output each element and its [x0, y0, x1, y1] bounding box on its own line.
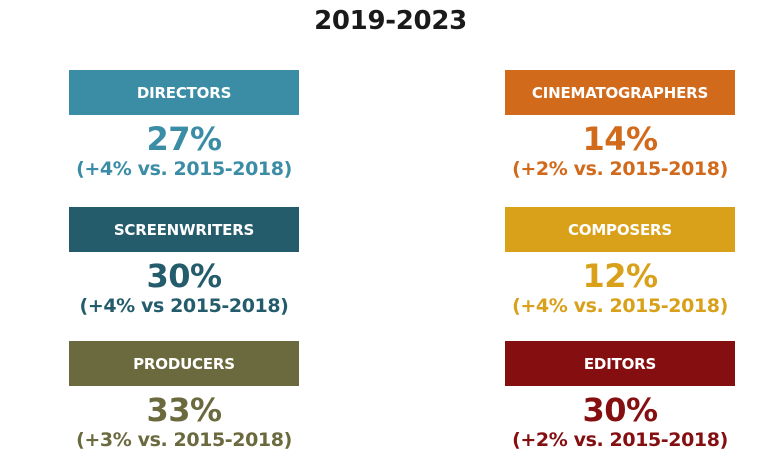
change-value: (+4% vs 2015-2018)	[79, 295, 289, 317]
category-label: EDITORS	[583, 354, 657, 373]
category-label: CINEMATOGRAPHERS	[531, 83, 709, 102]
stat-card-cinematographers: CINEMATOGRAPHERS 14% (+2% vs. 2015-2018)	[505, 70, 735, 181]
category-bar: PRODUCERS	[69, 341, 299, 386]
category-bar: SCREENWRITERS	[69, 207, 299, 252]
category-bar: EDITORS	[505, 341, 735, 386]
change-value: (+3% vs. 2015-2018)	[76, 429, 292, 451]
percent-value: 30%	[146, 257, 222, 295]
percent-value: 14%	[582, 120, 658, 158]
stat-card-screenwriters: SCREENWRITERS 30% (+4% vs 2015-2018)	[69, 207, 299, 318]
category-label: PRODUCERS	[133, 354, 235, 373]
stat-card-editors: EDITORS 30% (+2% vs. 2015-2018)	[505, 341, 735, 452]
stat-card-directors: DIRECTORS 27% (+4% vs. 2015-2018)	[69, 70, 299, 181]
stat-card-composers: COMPOSERS 12% (+4% vs. 2015-2018)	[505, 207, 735, 318]
category-label: COMPOSERS	[567, 220, 673, 239]
percent-value: 30%	[582, 391, 658, 429]
page-title: 2019-2023	[314, 6, 467, 36]
category-label: DIRECTORS	[136, 83, 232, 102]
percent-value: 12%	[582, 257, 658, 295]
percent-value: 33%	[146, 391, 222, 429]
percent-value: 27%	[146, 120, 222, 158]
change-value: (+4% vs. 2015-2018)	[76, 158, 292, 180]
category-bar: DIRECTORS	[69, 70, 299, 115]
category-label: SCREENWRITERS	[113, 220, 255, 239]
category-bar: CINEMATOGRAPHERS	[505, 70, 735, 115]
category-bar: COMPOSERS	[505, 207, 735, 252]
change-value: (+2% vs. 2015-2018)	[512, 429, 728, 451]
change-value: (+2% vs. 2015-2018)	[512, 158, 728, 180]
change-value: (+4% vs. 2015-2018)	[512, 295, 728, 317]
stat-card-producers: PRODUCERS 33% (+3% vs. 2015-2018)	[69, 341, 299, 452]
